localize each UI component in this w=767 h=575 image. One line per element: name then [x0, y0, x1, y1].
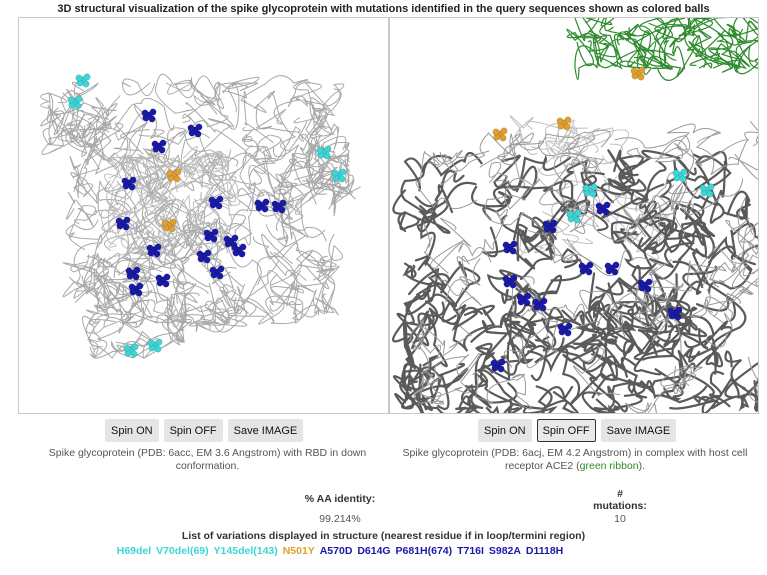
mutation-ball-cyan [75, 73, 91, 88]
mutation-ball-blue [151, 139, 167, 154]
mutation-ball-blue [196, 249, 212, 264]
mutation-ball-blue [532, 297, 548, 312]
mutation-ball-orange [161, 218, 177, 233]
mutation-ball-blue [209, 265, 225, 280]
mutation-ball-blue [502, 274, 518, 289]
mutation-ball-cyan [672, 168, 688, 183]
save-image-button[interactable]: Save IMAGE [227, 419, 304, 442]
mutation-ball-blue [223, 234, 239, 249]
structure-caption-left: Spike glycoprotein (PDB: 6acc, EM 3.6 An… [48, 447, 367, 472]
variations-list: H69del V70del(69) Y145del(143) N501Y A57… [110, 545, 570, 557]
protein-ribbon-render-6acj [391, 18, 758, 413]
mutation-ball-cyan [582, 183, 598, 198]
spin-off-button[interactable]: Spin OFF [163, 419, 223, 442]
mutation-ball-cyan [67, 95, 83, 110]
mutation-ball-blue [557, 322, 573, 337]
mutation-count-text: mutations: [593, 500, 647, 512]
viewer-controls-right: Spin ON Spin OFF Save IMAGE [478, 419, 677, 442]
mutation-ball-blue [637, 278, 653, 293]
variation-item: D1118H [525, 545, 564, 557]
mutation-ball-blue [502, 240, 518, 255]
save-image-button[interactable]: Save IMAGE [600, 419, 677, 442]
structure-viewer-6acj[interactable] [389, 17, 759, 414]
mutation-ball-blue [667, 306, 683, 321]
mutation-count-hash: # [617, 488, 623, 500]
mutation-ball-cyan [123, 343, 139, 358]
page-title: 3D structural visualization of the spike… [57, 3, 710, 15]
mutation-ball-orange [556, 116, 572, 131]
variation-item: D614G [357, 545, 391, 557]
mutation-ball-blue [155, 273, 171, 288]
mutation-count-value: 10 [614, 513, 626, 525]
variations-title: List of variations displayed in structur… [181, 530, 586, 542]
mutation-ball-blue [490, 358, 506, 373]
mutation-ball-blue [254, 198, 270, 213]
mutation-ball-cyan [316, 145, 332, 160]
backbone-ribbons [566, 18, 758, 81]
mutation-ball-blue [271, 199, 287, 214]
caption-suffix: ). [638, 460, 646, 472]
variation-item: V70del(69) [156, 545, 209, 557]
variation-item: P681H(674) [395, 545, 453, 557]
ace2-legend-text: green ribbon [579, 460, 639, 472]
mutation-ball-blue [542, 219, 558, 234]
mutation-ball-cyan [147, 338, 163, 353]
mutation-ball-orange [492, 127, 508, 142]
variation-item: Y145del(143) [213, 545, 278, 557]
backbone-ribbons [100, 145, 241, 259]
aa-identity-label: % AA identity: [304, 493, 376, 505]
variation-item: T716I [457, 545, 484, 557]
mutation-count-label: # mutations: [575, 488, 665, 512]
mutation-ball-blue [578, 261, 594, 276]
mutation-ball-orange [166, 168, 182, 183]
mutation-ball-cyan [699, 183, 715, 198]
variation-item: A570D [319, 545, 353, 557]
spin-on-button[interactable]: Spin ON [478, 419, 532, 442]
variation-item: S982A [488, 545, 521, 557]
protein-ribbon-render-6acc [40, 73, 361, 359]
mutation-ball-blue [516, 292, 532, 307]
mutation-ball-cyan [566, 209, 582, 224]
spin-off-button[interactable]: Spin OFF [536, 419, 596, 442]
viewer-controls-left: Spin ON Spin OFF Save IMAGE [105, 419, 304, 442]
mutation-ball-blue [595, 201, 611, 216]
mutation-ball-blue [208, 195, 224, 210]
mutation-ball-blue [146, 243, 162, 258]
aa-identity-value: 99.214% [319, 513, 361, 525]
spin-on-button[interactable]: Spin ON [105, 419, 159, 442]
mutation-ball-blue [141, 108, 157, 123]
mutation-ball-blue [121, 176, 137, 191]
mutation-ball-blue [115, 216, 131, 231]
structure-viewer-6acc[interactable] [18, 17, 389, 414]
variation-item: N501Y [282, 545, 315, 557]
mutation-ball-orange [630, 66, 646, 81]
mutation-ball-blue [203, 228, 219, 243]
backbone-ribbons [82, 245, 194, 359]
mutation-ball-blue [604, 261, 620, 276]
structure-caption-right: Spike glycoprotein (PDB: 6acj, EM 4.2 An… [395, 447, 755, 473]
mutation-ball-blue [128, 282, 144, 297]
mutation-ball-cyan [331, 168, 347, 183]
variation-item: H69del [116, 545, 152, 557]
caption-text: Spike glycoprotein (PDB: 6acj, EM 4.2 An… [402, 447, 748, 472]
mutation-ball-blue [125, 266, 141, 281]
mutation-ball-blue [187, 123, 203, 138]
mutation-ball-blue [231, 243, 247, 258]
